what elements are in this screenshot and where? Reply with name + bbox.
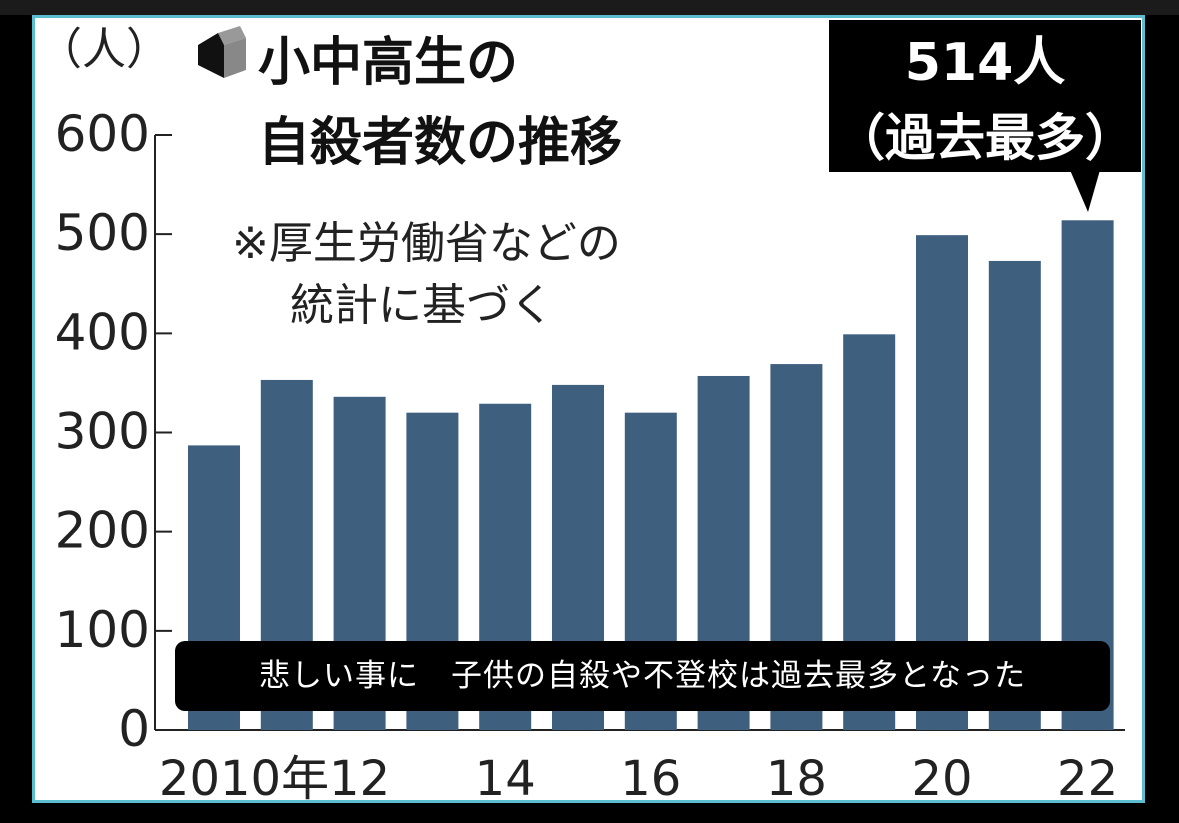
y-tick-label: 500 bbox=[55, 204, 150, 262]
record-callout: 514人 （過去最多） bbox=[829, 20, 1141, 212]
video-caption: 悲しい事に 子供の自殺や不登校は過去最多となった bbox=[175, 641, 1110, 711]
y-tick-label: 300 bbox=[55, 403, 150, 461]
chart-title-line1: 小中高生の bbox=[258, 33, 518, 93]
top-bar bbox=[0, 0, 1179, 15]
y-tick-label: 400 bbox=[55, 303, 150, 361]
x-tick-label: 14 bbox=[475, 751, 536, 807]
cube-icon bbox=[198, 26, 246, 78]
callout-value: 514人 bbox=[905, 33, 1066, 93]
x-tick-label: 2010年 bbox=[159, 751, 329, 807]
y-axis-unit: （人） bbox=[38, 24, 170, 75]
x-tick-label: 18 bbox=[766, 751, 827, 807]
y-tick-label: 600 bbox=[55, 105, 150, 163]
chart-title-line2: 自殺者数の推移 bbox=[258, 113, 622, 173]
source-note-line1: ※厚生労働省などの bbox=[232, 218, 621, 269]
y-tick-label: 200 bbox=[55, 502, 150, 560]
source-note-line2: 統計に基づく bbox=[290, 280, 554, 331]
x-tick-label: 16 bbox=[620, 751, 681, 807]
y-tick-label: 0 bbox=[118, 700, 150, 758]
x-tick-label: 20 bbox=[911, 751, 972, 807]
callout-label: （過去最多） bbox=[835, 109, 1135, 167]
y-tick-label: 100 bbox=[55, 601, 150, 659]
x-tick-label: 12 bbox=[329, 751, 390, 807]
x-tick-label: 22 bbox=[1057, 751, 1118, 807]
